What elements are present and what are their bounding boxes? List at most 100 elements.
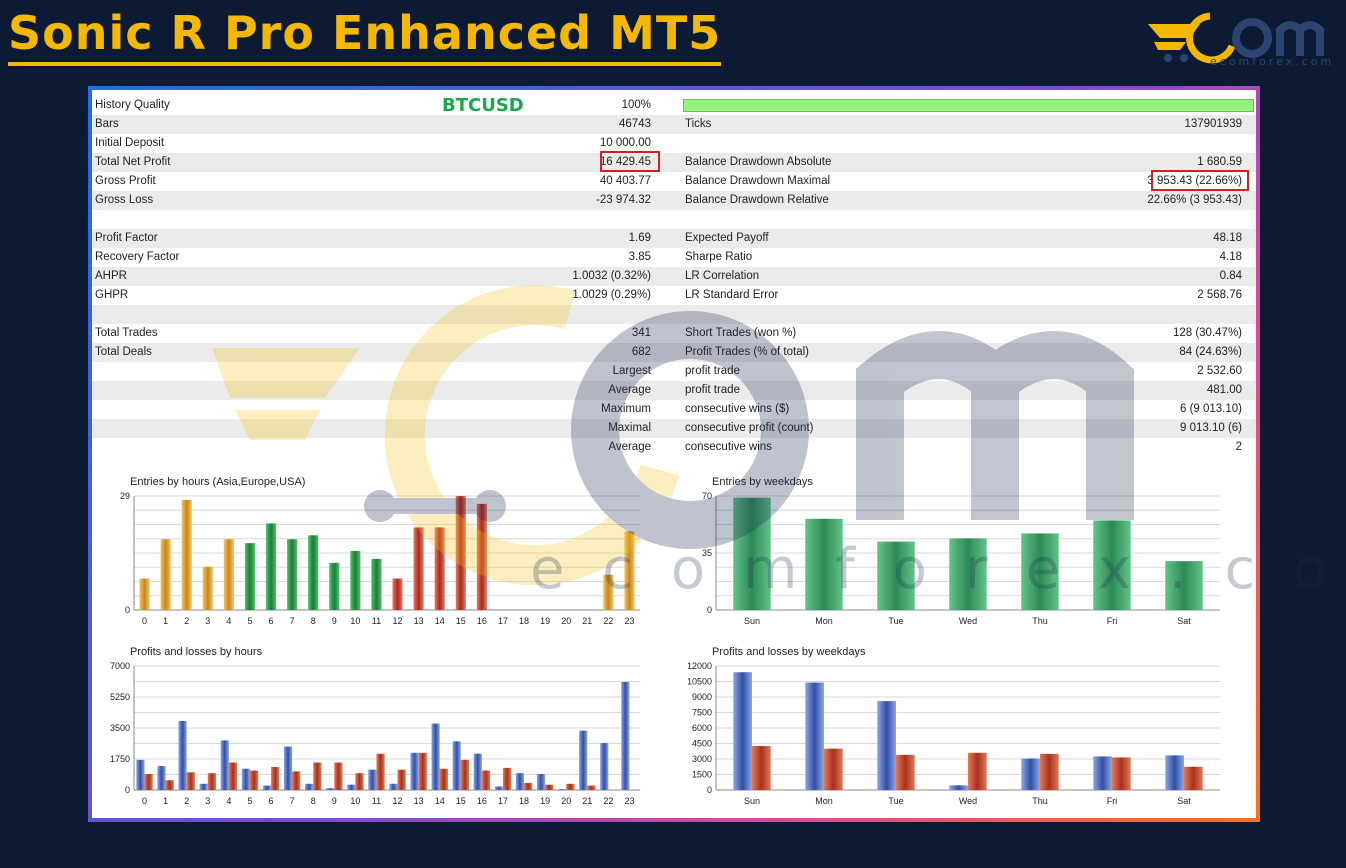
x-tick-label: Tue [888,796,903,806]
bar [587,785,596,790]
stats-row: Total Deals 682 Profit Trades (% of total)… [92,343,1256,362]
bar [439,768,448,790]
stat-value: Maximal [608,422,651,434]
x-tick-label: Fri [1107,796,1118,806]
x-tick-label: 20 [561,616,571,626]
stats-row [92,305,1256,324]
stat-label: profit trade [685,365,740,377]
bar [249,770,259,790]
x-tick-label: Thu [1032,796,1048,806]
bar [371,558,382,610]
bar [805,682,824,790]
bar [515,773,525,790]
ecom-logo-icon [1148,12,1324,64]
stat-label: Balance Drawdown Maximal [685,175,831,187]
x-tick-label: 15 [456,796,466,806]
stat-value: 0.84 [1219,270,1242,282]
bar [271,766,280,790]
bar [334,762,343,790]
stat-value: 48.18 [1213,232,1242,244]
x-tick-label: 15 [456,616,466,626]
bar [304,783,314,790]
bar [752,746,771,790]
bar [1021,758,1040,790]
x-tick-label: 17 [498,616,508,626]
stat-value: 6 (9 013.10) [1179,403,1242,415]
bar [949,785,968,790]
y-tick-label: 4500 [692,739,712,749]
stat-value: 84 (24.63%) [1179,346,1242,358]
stats-row: Gross Profit 40 403.77 Balance Drawdown Ma… [92,172,1256,191]
bar [502,767,512,790]
stat-label: History Quality [95,99,170,111]
chart-title: Entries by weekdays [712,476,813,488]
x-tick-label: Sat [1177,616,1191,626]
bar [347,784,356,790]
bar [368,769,377,790]
bar [473,753,482,790]
x-tick-label: 7 [290,796,295,806]
bar [624,531,635,610]
stat-value: Largest [612,365,651,377]
bar [292,771,301,790]
stat-label: Profit Factor [95,232,158,244]
stat-value: 2 568.76 [1197,289,1242,301]
bar [434,527,445,610]
stat-label: Bars [95,118,119,130]
stat-label: AHPR [95,270,127,282]
x-tick-label: Sat [1177,796,1191,806]
bar [313,762,322,790]
bar [389,783,398,790]
x-tick-label: 0 [142,796,147,806]
x-tick-label: 18 [519,616,529,626]
bar [452,741,461,790]
stat-label: Ticks [685,118,712,130]
x-tick-label: 8 [311,616,316,626]
bar [202,566,213,610]
bar [181,499,192,610]
x-tick-label: 10 [350,616,360,626]
bar [207,773,217,790]
stat-value: 481.00 [1206,384,1242,396]
x-tick-label: 14 [435,796,445,806]
x-tick-label: 1 [163,796,168,806]
x-tick-label: 21 [582,616,592,626]
stat-label: Gross Profit [95,175,156,187]
x-tick-label: 22 [603,616,613,626]
x-tick-label: Mon [815,616,833,626]
stat-value: -23 974.32 [596,194,651,206]
stat-value: 4.18 [1219,251,1242,263]
bar [877,541,915,610]
bar [397,769,406,790]
stat-label: Expected Payoff [685,232,769,244]
bar [476,503,487,610]
bar [949,538,987,610]
profits-losses-by-weekdays-chart: Profits and losses by weekdays 0 1500 3000 4… [688,646,1220,806]
x-tick-label: 12 [393,796,403,806]
x-tick-label: 3 [205,796,210,806]
stat-label: LR Correlation [685,270,760,282]
stat-value: 341 [631,327,651,339]
stat-label: Short Trades (won %) [685,327,797,339]
bar [220,740,229,790]
y-tick-label: 29 [120,491,130,501]
x-tick-label: 23 [624,796,634,806]
stat-label: Total Trades [95,327,158,339]
bar [1165,561,1203,610]
x-tick-label: 11 [372,616,381,626]
bar [223,539,234,610]
stat-value: 1 680.59 [1197,156,1242,168]
x-tick-label: 12 [393,616,403,626]
stat-value: 46743 [619,118,651,130]
y-tick-label: 10500 [688,677,712,687]
logo-text: ecomforex.com [1210,55,1335,68]
stats-row: Bars 46743 Ticks 137901939 [92,115,1256,134]
stat-label: Gross Loss [95,194,154,206]
bar [805,518,843,610]
bar [1040,753,1059,790]
bar [968,752,987,790]
bar [410,752,419,790]
bar [896,754,915,790]
bar [186,772,195,790]
x-tick-label: 5 [247,616,252,626]
